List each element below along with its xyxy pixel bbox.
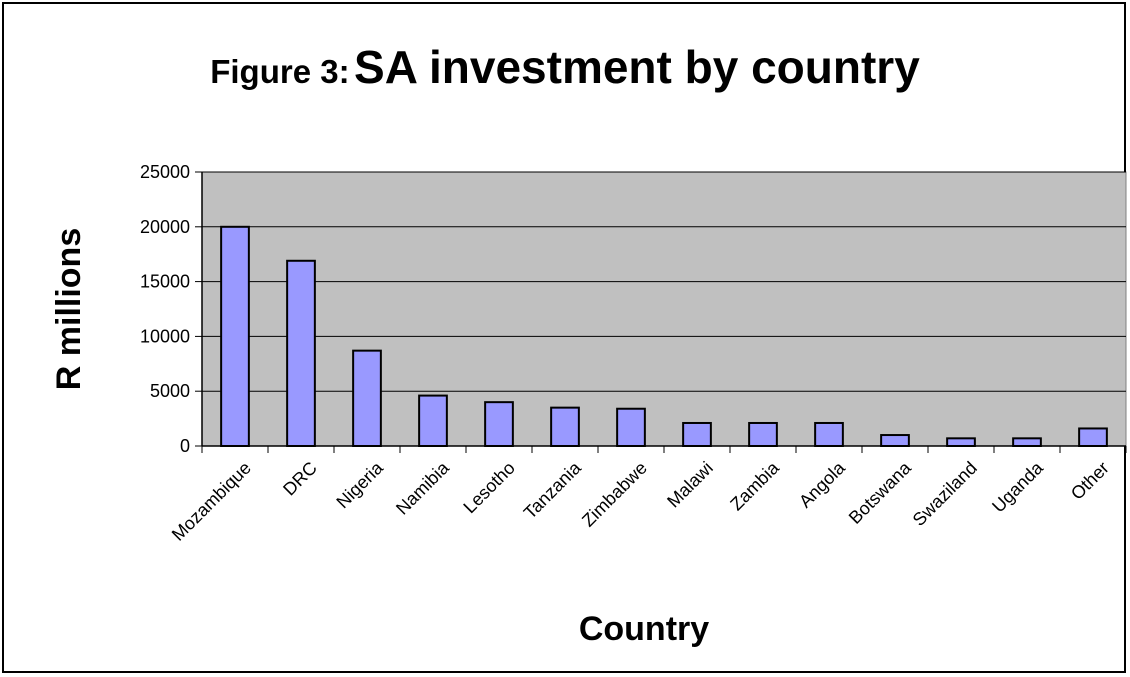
x-tick-label: Namibia [392,457,454,519]
bar-lesotho [484,401,514,448]
bar-zambia [748,421,778,448]
x-tick-label: Malawi [663,458,717,512]
x-tick-label: Lesotho [459,458,518,517]
bar-zimbabwe [616,407,646,447]
x-tick-label: Angola [795,457,849,511]
bar-malawi [682,421,712,448]
x-tick-label: Zambia [726,457,783,514]
x-tick-label: Mozambique [168,458,255,545]
bar-mozambique [220,225,250,447]
y-tick-label: 15000 [140,272,190,292]
bar-tanzania [550,406,580,448]
x-axis-title: Country [579,610,709,648]
y-tick-label: 0 [180,436,190,456]
axes [195,171,1127,453]
bar-botswana [880,434,910,448]
x-tick-labels: Mozambique DRC Nigeria Namibia Lesotho Tanzan… [168,457,1113,545]
chart-title: Figure 3: SA investment by country [0,40,1130,94]
bars [220,225,1108,448]
bar-angola [814,421,844,448]
bar-namibia [418,394,448,448]
x-tick-label: Zimbabwe [578,458,651,531]
y-tick-label: 5000 [150,381,190,401]
chart-title-prefix: Figure 3: [210,53,350,90]
y-tick-label: 25000 [140,162,190,182]
x-tick-label: Nigeria [332,457,387,512]
bar-drc [286,259,316,447]
x-tick-label: Uganda [988,457,1047,516]
x-tick-label: Other [1067,458,1113,504]
gridlines [202,171,1126,392]
x-tick-label: Swaziland [909,458,981,530]
bar-swaziland [946,437,976,448]
chart-title-main: SA investment by country [354,41,920,93]
y-axis-title: R millions [50,228,88,390]
x-tick-label: Botswana [845,457,916,528]
y-tick-label: 20000 [140,217,190,237]
x-tick-label: Tanzania [520,457,586,523]
x-tick-label: DRC [279,458,321,500]
y-tick-label: 10000 [140,326,190,346]
bar-uganda [1012,437,1042,448]
bar-other [1078,427,1108,447]
plot-area [201,171,1127,447]
bar-nigeria [352,349,382,448]
y-tick-labels: 0 5000 10000 15000 20000 25000 [140,162,190,456]
